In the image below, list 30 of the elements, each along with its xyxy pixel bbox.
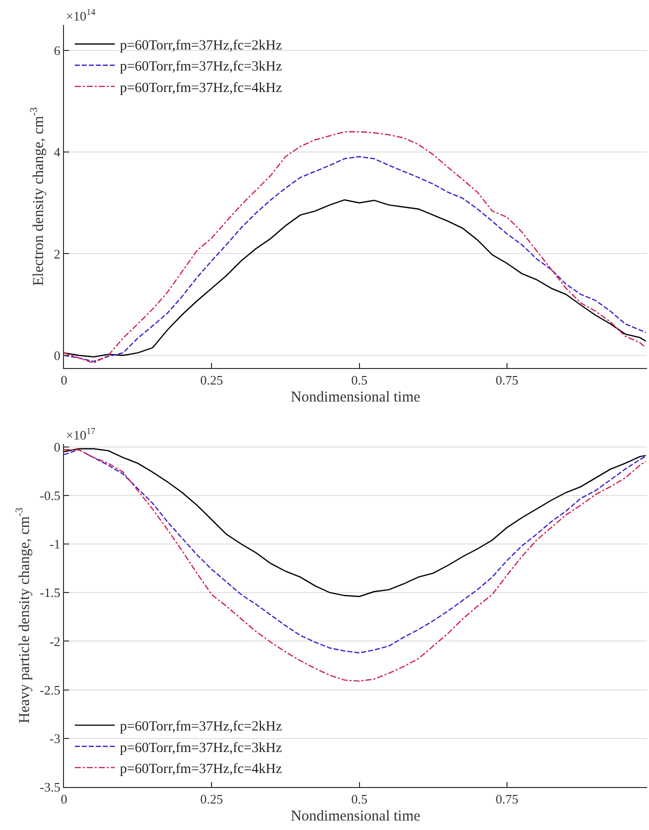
- y-tick-label: -1: [50, 536, 60, 552]
- legend-label: p=60Torr,fm=37Hz,fc=3kHz: [120, 740, 282, 756]
- legend-label: p=60Torr,fm=37Hz,fc=3kHz: [120, 60, 282, 75]
- x-tick-label: 0.25: [200, 792, 224, 807]
- y-tick-label: -0.5: [40, 488, 60, 503]
- line-series: [64, 199, 646, 358]
- y-tick-label: 0: [54, 348, 60, 363]
- legend-label: p=60Torr,fm=37Hz,fc=4kHz: [120, 762, 282, 778]
- legend-label: p=60Torr,fm=37Hz,fc=2kHz: [120, 720, 282, 735]
- x-tick-label: 0.5: [351, 792, 368, 807]
- y-tick-label: 6: [54, 42, 61, 58]
- x-tick-label: 0.5: [351, 372, 368, 388]
- y-tick-label: -3: [50, 730, 60, 746]
- x-tick-label: 0.25: [200, 372, 224, 388]
- x-axis-title: Nondimensional time: [290, 390, 421, 406]
- y-tick-label: 4: [54, 144, 61, 160]
- text: ×10$^{17}$: [66, 426, 96, 442]
- y-tick-label: 2: [54, 246, 60, 262]
- text: ×10$^{14}$: [66, 7, 96, 24]
- x-axis-title: Nondimensional time: [290, 808, 421, 825]
- y-tick-label: -3.5: [40, 780, 60, 795]
- y-tick-label: -1.5: [40, 585, 60, 600]
- y-tick-label: -2: [50, 634, 60, 649]
- y-tick-label: -2.5: [40, 682, 60, 698]
- y-tick-label: 0: [54, 439, 60, 454]
- x-tick-label: 0.75: [496, 372, 518, 388]
- line-series: [64, 448, 646, 598]
- legend-label: p=60Torr,fm=37Hz,fc=4kHz: [120, 80, 282, 96]
- x-tick-label: 0.75: [496, 792, 518, 807]
- legend-label: p=60Torr,fm=37Hz,fc=2kHz: [120, 38, 282, 54]
